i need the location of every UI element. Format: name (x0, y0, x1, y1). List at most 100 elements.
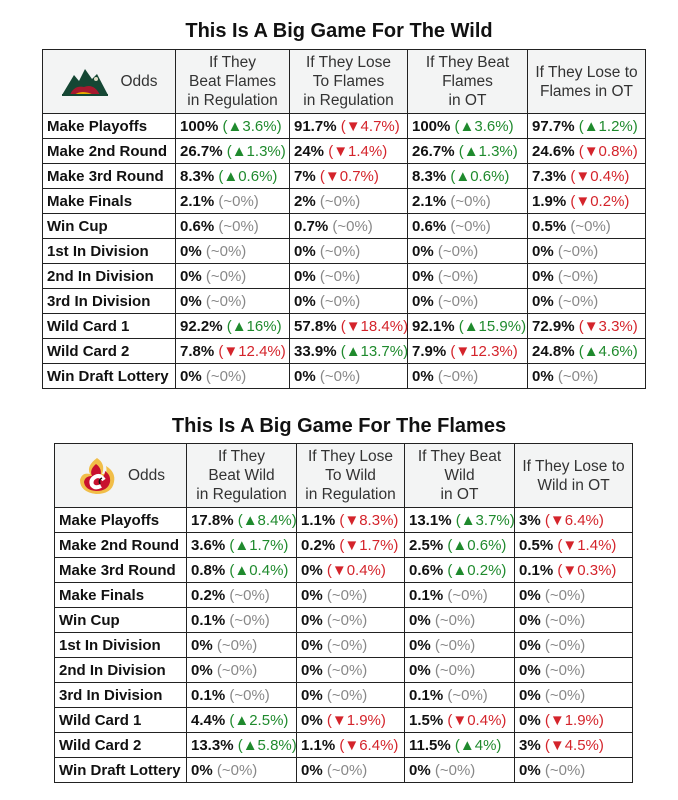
odds-cell: 26.7% (▲1.3%) (175, 138, 290, 164)
wild-section-title: This Is A Big Game For The Wild (185, 20, 493, 42)
odds-cell: 2.5% (▲0.6%) (404, 532, 515, 558)
odds-value: 0.2% (301, 536, 336, 554)
odds-value: 24% (294, 142, 325, 160)
odds-value: 3% (519, 736, 541, 754)
odds-value: 0% (191, 761, 213, 779)
odds-value: 0% (301, 661, 323, 679)
odds-cell: 0% (▼1.9%) (296, 707, 405, 733)
odds-cell: 3.6% (▲1.7%) (186, 532, 297, 558)
odds-change: (▲0.6%) (447, 536, 507, 554)
odds-value: 0% (519, 611, 541, 629)
odds-value: 0.1% (409, 686, 444, 704)
odds-value: 2.5% (409, 536, 444, 554)
odds-cell: 0% (~0%) (404, 632, 515, 658)
odds-change: (~0%) (447, 686, 488, 704)
odds-value: 0% (532, 292, 554, 310)
odds-change: (▼3.3%) (578, 317, 638, 335)
flames-odds-table: Odds If They Beat Wild in Regulation If Th… (54, 443, 633, 783)
table-row: 1st In Division 0% (~0%) 0% (~0%) 0% (~0%) 0… (54, 632, 633, 658)
odds-change: (▼1.7%) (339, 536, 399, 554)
odds-value: 7.8% (180, 342, 215, 360)
odds-change: (▼12.4%) (218, 342, 286, 360)
odds-value: 7% (294, 167, 316, 185)
odds-value: 1.1% (301, 736, 336, 754)
odds-change: (~0%) (205, 267, 247, 285)
odds-value: 24.8% (532, 342, 575, 360)
odds-value: 8.3% (180, 167, 215, 185)
odds-cell: 72.9% (▼3.3%) (527, 313, 646, 339)
odds-cell: 0% (~0%) (404, 657, 515, 683)
table-row: Win Draft Lottery 0% (~0%) 0% (~0%) 0% (~0%… (42, 363, 646, 389)
odds-value: 0% (301, 686, 323, 704)
table-row: Make Playoffs 100% (▲3.6%) 91.7% (▼4.7%) 10… (42, 113, 646, 139)
scenario-header: If They Lose To Flames in Regulation (289, 49, 408, 114)
odds-change: (~0%) (437, 292, 479, 310)
odds-cell: 0% (~0%) (514, 682, 633, 708)
odds-cell: 1.5% (▼0.4%) (404, 707, 515, 733)
odds-change: (~0%) (216, 661, 258, 679)
odds-value: 0.1% (191, 611, 226, 629)
table-row: 3rd In Division 0% (~0%) 0% (~0%) 0% (~0%) 0… (42, 288, 646, 314)
scenario-header: If They Lose To Wild in Regulation (296, 443, 405, 508)
odds-cell: 0.6% (~0%) (175, 213, 290, 239)
odds-value: 100% (180, 117, 219, 135)
row-label: Make Playoffs (42, 113, 176, 139)
odds-label: Odds (127, 467, 166, 484)
odds-cell: 2.1% (~0%) (175, 188, 290, 214)
table-row: Make Finals 0.2% (~0%) 0% (~0%) 0.1% (~0%) 0… (54, 582, 633, 608)
odds-cell: 0% (~0%) (514, 657, 633, 683)
odds-change: (▼4.5%) (544, 736, 604, 754)
odds-value: 0% (412, 242, 434, 260)
odds-cell: 0.1% (~0%) (404, 582, 515, 608)
odds-change: (~0%) (319, 267, 361, 285)
odds-cell: 0.2% (▼1.7%) (296, 532, 405, 558)
odds-cell: 4.4% (▲2.5%) (186, 707, 297, 733)
odds-value: 4.4% (191, 711, 226, 729)
odds-header-cell: Odds (54, 443, 187, 508)
odds-cell: 0.1% (~0%) (404, 682, 515, 708)
odds-value: 0% (294, 242, 316, 260)
odds-change: (~0%) (437, 367, 479, 385)
table-row: Wild Card 2 7.8% (▼12.4%) 33.9% (▲13.7%) 7.… (42, 338, 646, 364)
odds-change: (~0%) (326, 686, 368, 704)
odds-change: (▼1.4%) (557, 536, 617, 554)
odds-value: 92.2% (180, 317, 223, 335)
odds-value: 0.6% (412, 217, 447, 235)
odds-change: (~0%) (544, 586, 586, 604)
table-row: Win Cup 0.6% (~0%) 0.7% (~0%) 0.6% (~0%) 0.5… (42, 213, 646, 239)
row-label: Wild Card 1 (42, 313, 176, 339)
odds-cell: 0% (~0%) (186, 757, 297, 783)
odds-change: (~0%) (326, 636, 368, 654)
odds-value: 0% (180, 367, 202, 385)
odds-value: 11.5% (409, 736, 451, 754)
odds-change: (~0%) (332, 217, 373, 235)
odds-value: 2% (294, 192, 316, 210)
odds-value: 8.3% (412, 167, 447, 185)
odds-cell: 3% (▼6.4%) (514, 507, 633, 533)
odds-value: 0.6% (180, 217, 215, 235)
odds-value: 1.5% (409, 711, 444, 729)
odds-change: (~0%) (229, 611, 270, 629)
odds-change: (▲8.4%) (237, 511, 297, 529)
row-label: Wild Card 2 (54, 732, 187, 758)
odds-cell: 0% (~0%) (186, 632, 297, 658)
scenario-header: If They Lose to Flames in OT (527, 49, 646, 114)
odds-value: 2.1% (412, 192, 447, 210)
odds-change: (~0%) (434, 636, 476, 654)
odds-change: (▲4.6%) (578, 342, 638, 360)
odds-value: 57.8% (294, 317, 337, 335)
table-row: Make 3rd Round 0.8% (▲0.4%) 0% (▼0.4%) 0.6%… (54, 557, 633, 583)
odds-cell: 0.5% (~0%) (527, 213, 646, 239)
odds-cell: 0% (~0%) (527, 238, 646, 264)
odds-change: (▲0.6%) (450, 167, 510, 185)
odds-value: 13.1% (409, 511, 452, 529)
odds-value: 91.7% (294, 117, 337, 135)
odds-cell: 0% (~0%) (527, 363, 646, 389)
odds-change: (▲0.4%) (229, 561, 289, 579)
odds-change: (~0%) (319, 367, 361, 385)
odds-cell: 33.9% (▲13.7%) (289, 338, 408, 364)
odds-change: (~0%) (205, 367, 247, 385)
odds-change: (~0%) (319, 292, 361, 310)
odds-value: 0% (301, 586, 323, 604)
odds-value: 3% (519, 511, 541, 529)
